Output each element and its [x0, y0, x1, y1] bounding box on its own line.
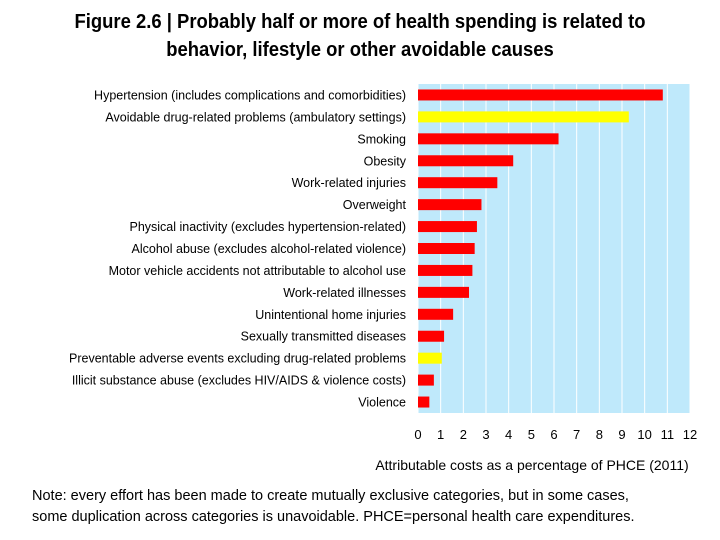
bar-8 — [418, 243, 475, 254]
x-tick-5: 5 — [528, 427, 535, 442]
category-label-11: Unintentional home injuries — [255, 308, 406, 322]
bar-12 — [418, 330, 445, 342]
x-axis-title: Attributable costs as a percentage of PH… — [375, 457, 688, 473]
bar-9 — [418, 264, 473, 276]
bar-14 — [418, 374, 434, 386]
x-tick-7: 7 — [573, 427, 580, 442]
x-tick-2: 2 — [460, 427, 467, 442]
category-label-2: Avoidable drug-related problems (ambulat… — [105, 110, 406, 124]
x-tick-11: 11 — [661, 427, 675, 442]
x-tick-0: 0 — [414, 427, 421, 442]
x-tick-9: 9 — [618, 427, 625, 442]
category-label-15: Violence — [358, 396, 406, 410]
chart-title-line-1: Figure 2.6 | Probably half or more of he… — [74, 10, 646, 33]
footnote-line-2: some duplication across categories is un… — [32, 509, 635, 525]
x-tick-3: 3 — [482, 427, 489, 442]
bar-7 — [418, 221, 477, 233]
bar-3 — [418, 133, 559, 145]
chart-title: Figure 2.6 | Probably half or more of he… — [54, 8, 666, 64]
bars — [418, 89, 663, 408]
category-label-1: Hypertension (includes complications and… — [94, 88, 406, 102]
category-label-14: Illicit substance abuse (excludes HIV/AI… — [72, 374, 406, 388]
bar-13 — [418, 352, 442, 364]
bar-6 — [418, 199, 482, 211]
category-label-5: Work-related injuries — [292, 176, 406, 190]
category-label-9: Motor vehicle accidents not attributable… — [109, 264, 406, 278]
category-label-8: Alcohol abuse (excludes alcohol-related … — [132, 242, 406, 256]
x-tick-10: 10 — [637, 427, 651, 442]
footnote-line-1: Note: every effort has been made to crea… — [32, 488, 629, 504]
category-label-6: Overweight — [343, 198, 407, 212]
category-labels: Hypertension (includes complications and… — [69, 88, 407, 409]
category-label-3: Smoking — [357, 132, 406, 146]
x-tick-1: 1 — [437, 427, 444, 442]
category-label-10: Work-related illnesses — [283, 286, 406, 300]
x-tick-labels: 0 1 2 3 4 5 6 7 8 9 10 11 12 — [414, 427, 697, 442]
x-tick-6: 6 — [550, 427, 557, 442]
category-label-4: Obesity — [364, 154, 407, 168]
x-tick-4: 4 — [505, 427, 512, 442]
bar-4 — [418, 155, 514, 167]
bar-10 — [418, 286, 469, 298]
bar-1 — [418, 89, 663, 101]
x-tick-8: 8 — [596, 427, 603, 442]
chart-title-line-2: behavior, lifestyle or other avoidable c… — [166, 38, 554, 61]
footnote: Note: every effort has been made to crea… — [32, 486, 712, 528]
bar-2 — [418, 111, 629, 123]
bar-5 — [418, 177, 498, 189]
category-label-7: Physical inactivity (excludes hypertensi… — [129, 220, 406, 234]
bar-11 — [418, 308, 454, 320]
x-tick-12: 12 — [683, 427, 697, 442]
category-label-12: Sexually transmitted diseases — [241, 330, 406, 344]
category-label-13: Preventable adverse events excluding dru… — [69, 352, 406, 366]
bar-15 — [418, 396, 430, 408]
